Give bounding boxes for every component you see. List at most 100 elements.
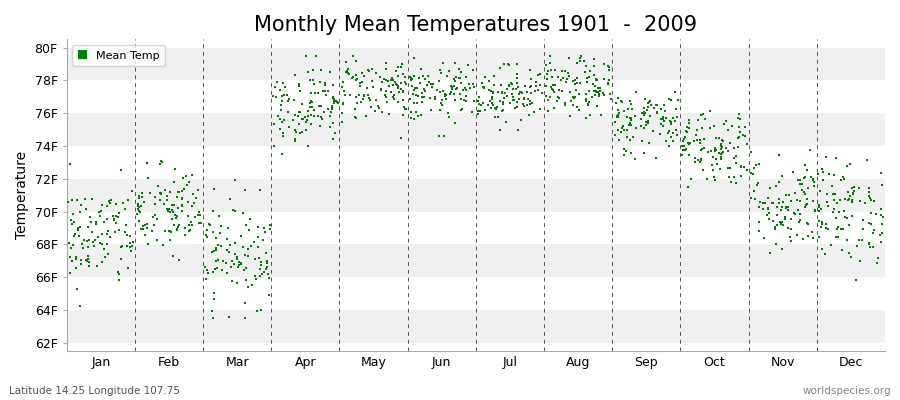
Point [656,116,670,122]
Point [266,92,280,99]
Point [570,74,584,81]
Point [776,198,790,205]
Point [382,83,396,89]
Point [770,183,784,189]
Point [123,244,138,251]
Point [617,146,632,152]
Point [454,80,469,86]
Point [596,90,610,96]
Point [314,103,328,109]
Point [362,95,376,102]
Point [700,176,715,182]
Point [712,150,726,156]
Point [642,140,656,146]
Point [694,145,708,152]
Point [336,79,350,85]
Point [462,81,476,87]
Point [170,194,184,200]
Point [166,209,180,215]
Point [761,216,776,222]
Point [320,92,334,98]
Point [68,231,82,237]
Point [636,112,651,119]
Point [762,209,777,216]
Point [325,106,339,112]
Point [254,259,268,265]
Point [475,80,490,86]
Point [70,197,85,204]
Point [184,219,198,226]
Point [752,199,767,205]
Point [393,80,408,86]
Point [322,112,337,119]
Point [346,74,360,80]
Point [176,174,190,181]
Point [495,89,509,95]
Point [242,215,256,222]
Point [670,97,685,103]
Point [581,98,596,105]
Point [438,91,453,98]
Point [71,225,86,231]
Point [149,237,164,243]
Point [176,201,190,208]
Point [747,164,761,171]
Point [511,96,526,102]
Point [706,122,721,129]
Point [829,155,843,162]
Point [73,224,87,230]
Point [770,222,784,228]
Point [404,115,419,121]
Point [78,256,93,263]
Point [167,212,182,218]
Point [795,186,809,193]
Point [250,224,265,230]
Point [773,218,788,225]
Point [459,74,473,80]
Point [130,200,145,207]
Point [200,227,214,234]
Point [700,149,715,155]
Point [812,208,826,214]
Point [292,82,306,89]
Point [524,90,538,96]
Point [874,170,888,176]
Point [301,112,315,119]
Point [679,145,693,152]
Point [404,77,419,83]
Legend: Mean Temp: Mean Temp [72,45,165,66]
Point [762,185,777,192]
Bar [67,113,885,146]
Point [96,219,111,226]
Point [407,55,421,61]
Point [66,242,80,248]
Point [171,205,185,211]
Point [406,91,420,97]
Point [788,190,803,196]
Point [827,172,842,178]
Point [780,204,795,210]
Point [175,196,189,202]
Point [644,113,658,120]
Point [102,198,116,205]
Point [438,96,453,102]
Point [616,152,631,158]
Point [259,264,274,270]
Point [837,208,851,214]
Point [261,292,275,298]
Point [422,79,436,85]
Point [109,201,123,208]
Point [416,94,430,100]
Point [708,177,723,184]
Point [855,217,869,223]
Point [495,108,509,114]
Point [517,103,531,109]
Point [393,134,408,141]
Point [160,197,175,204]
Point [256,237,270,243]
Point [248,272,262,279]
Point [295,128,310,135]
Point [230,256,245,262]
Point [680,124,694,130]
Point [858,199,872,206]
